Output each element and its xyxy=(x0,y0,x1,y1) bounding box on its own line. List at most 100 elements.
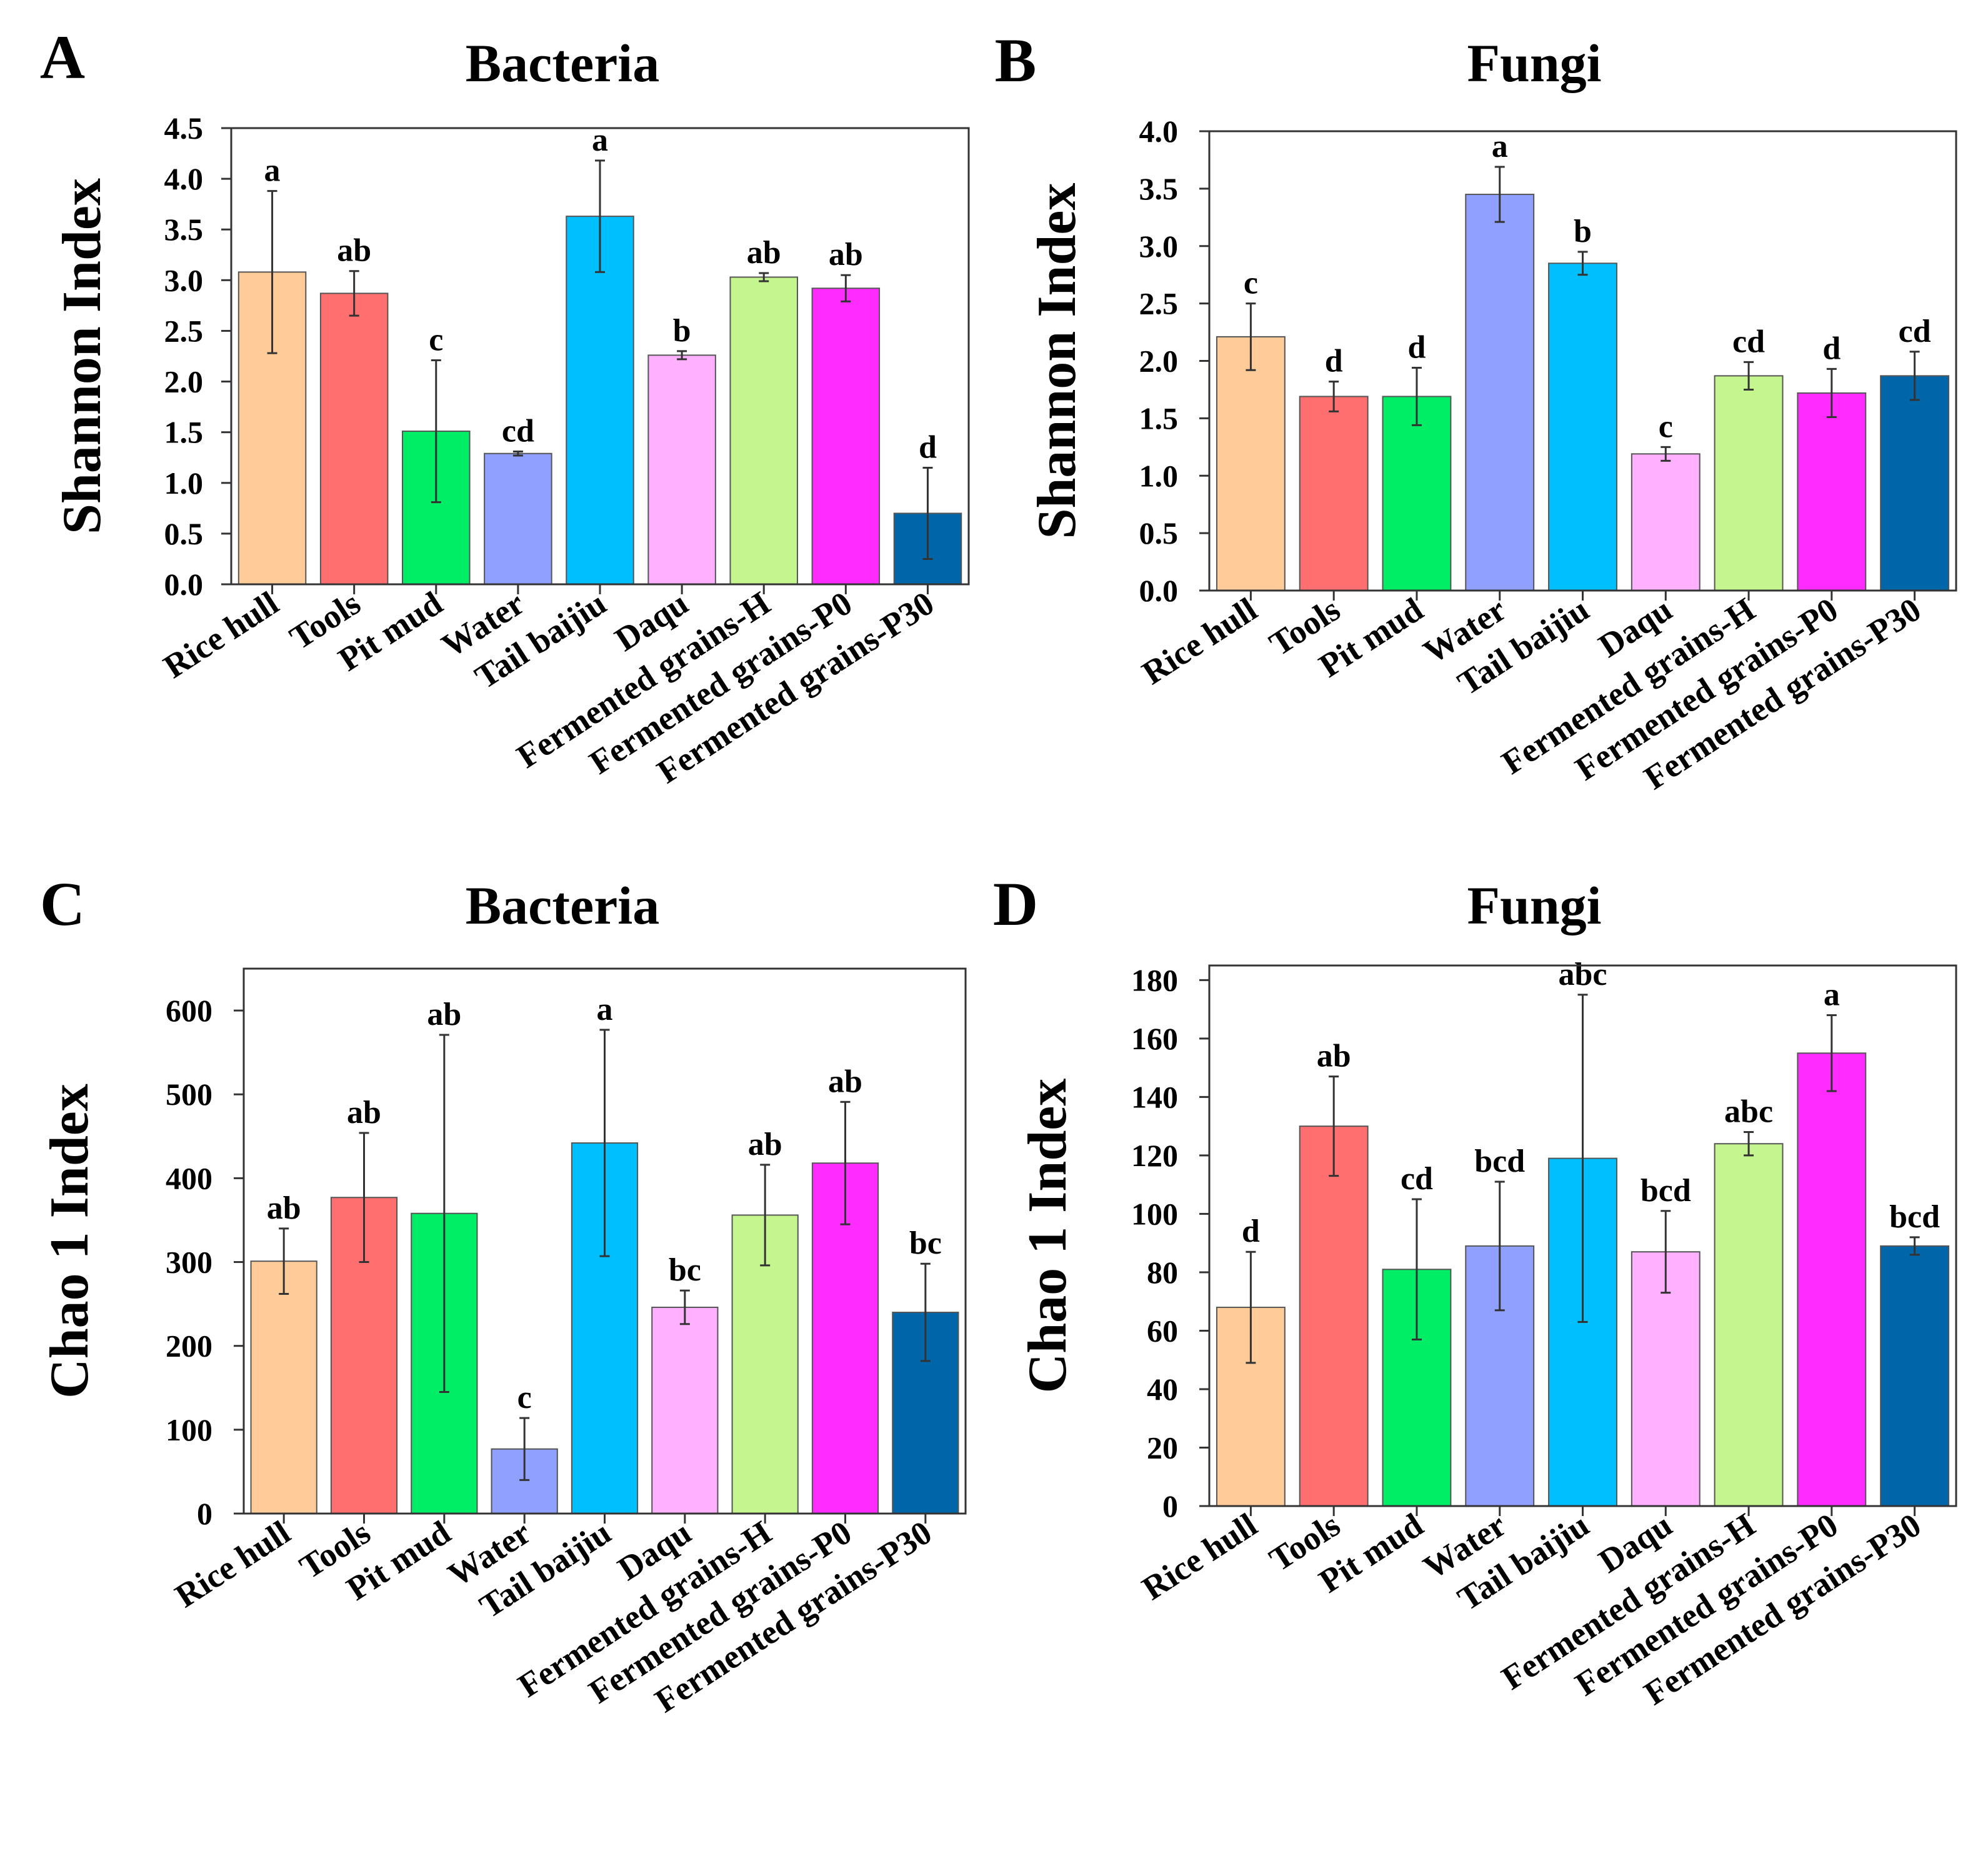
x-category-label: Rice hull xyxy=(1136,1506,1264,1607)
significance-label: ab xyxy=(828,1064,862,1099)
significance-label: bcd xyxy=(1889,1199,1940,1235)
y-tick-label: 0.0 xyxy=(164,567,204,602)
significance-label: d xyxy=(1325,344,1343,379)
y-axis-label: Shannon Index xyxy=(52,178,112,534)
bar-rice-hull xyxy=(1216,336,1286,591)
bar-fermented-grains-p0 xyxy=(1797,1052,1867,1507)
chart-panel-d: D Fungi Chao 1 Index 0 20 40 60 80 100 120 140 160 1… xyxy=(993,869,1957,1712)
y-tick-label: 1.0 xyxy=(1139,458,1179,493)
significance-label: ab xyxy=(1317,1039,1351,1074)
y-axis-label: Chao 1 Index xyxy=(39,1084,100,1399)
y-tick-label: 160 xyxy=(1131,1021,1178,1056)
y-tick-label: 4.0 xyxy=(164,161,204,196)
y-tick-label: 3.0 xyxy=(1139,229,1179,264)
chart-panel-b: B Fungi Shannon Index 0.0 0.5 1.0 1.5 2.0 2.5 3.0… xyxy=(995,26,1957,797)
y-tick-label: 400 xyxy=(166,1160,212,1195)
bar-tools xyxy=(319,292,389,585)
y-tick-label: 1.5 xyxy=(164,415,204,450)
significance-label: c xyxy=(517,1380,532,1415)
y-tick-label: 0.0 xyxy=(1139,573,1179,608)
y-tick-label: 2.5 xyxy=(164,313,204,348)
significance-label: c xyxy=(1659,409,1673,444)
bar-water xyxy=(484,452,552,585)
bar-water xyxy=(1465,194,1535,591)
significance-label: abc xyxy=(1559,957,1607,992)
bar-daqu xyxy=(1631,453,1701,592)
bar-daqu xyxy=(651,1306,719,1514)
significance-label: cd xyxy=(502,413,534,449)
y-tick-label: 80 xyxy=(1147,1255,1178,1290)
chart-title: Bacteria xyxy=(466,33,659,93)
chart-title: Bacteria xyxy=(466,876,659,935)
significance-label: b xyxy=(1574,214,1592,249)
chart-title: Fungi xyxy=(1467,876,1601,935)
y-tick-label: 0 xyxy=(1162,1489,1178,1524)
bar-daqu xyxy=(647,354,716,586)
significance-label: a xyxy=(1824,977,1840,1012)
significance-label: bc xyxy=(669,1252,701,1288)
significance-label: a xyxy=(264,153,281,189)
panel-letter: A xyxy=(40,22,85,92)
significance-label: ab xyxy=(337,233,371,269)
y-tick-label: 200 xyxy=(166,1329,212,1364)
bar-daqu xyxy=(1631,1251,1701,1507)
significance-label: d xyxy=(1242,1214,1260,1249)
chart-title: Fungi xyxy=(1467,33,1601,93)
y-tick-label: 3.5 xyxy=(1139,171,1179,206)
panel-letter: B xyxy=(995,26,1037,95)
bar-fermented-grains-p30 xyxy=(1880,1245,1950,1507)
y-tick-label: 2.0 xyxy=(1139,344,1179,379)
y-tick-label: 0.5 xyxy=(164,516,204,551)
y-tick-label: 500 xyxy=(166,1077,212,1112)
significance-label: a xyxy=(597,992,613,1027)
bar-tools xyxy=(1299,396,1369,592)
significance-label: bcd xyxy=(1641,1173,1691,1209)
bar-rice-hull xyxy=(250,1260,317,1514)
bar-tools xyxy=(1299,1125,1369,1507)
significance-label: abc xyxy=(1724,1094,1773,1130)
y-tick-label: 100 xyxy=(1131,1196,1178,1231)
significance-label: c xyxy=(1244,266,1258,301)
significance-label: cd xyxy=(1401,1161,1433,1197)
significance-label: cd xyxy=(1899,314,1931,349)
y-tick-label: 20 xyxy=(1147,1430,1178,1465)
y-tick-label: 4.5 xyxy=(164,111,204,146)
bar-fermented-grains-p0 xyxy=(811,287,881,585)
plot-frame xyxy=(1208,130,1957,592)
plot-frame xyxy=(230,127,970,586)
significance-label: cd xyxy=(1732,324,1765,359)
plot-frame xyxy=(1208,964,1957,1507)
bar-fermented-grains-h xyxy=(1714,1143,1784,1507)
panel-letter: C xyxy=(40,869,85,939)
y-tick-label: 180 xyxy=(1131,962,1178,997)
bar-tail-baijiu xyxy=(1548,262,1617,591)
y-tick-label: 60 xyxy=(1147,1313,1178,1348)
y-tick-label: 3.0 xyxy=(164,262,204,297)
bar-fermented-grains-h xyxy=(1714,375,1784,591)
y-tick-label: 40 xyxy=(1147,1372,1178,1407)
bar-fermented-grains-h xyxy=(729,276,798,585)
significance-label: bcd xyxy=(1474,1144,1525,1179)
significance-label: a xyxy=(1492,129,1508,164)
y-tick-label: 120 xyxy=(1131,1138,1178,1173)
significance-label: ab xyxy=(347,1095,381,1130)
significance-label: ab xyxy=(748,1127,782,1162)
significance-label: d xyxy=(1822,331,1841,366)
significance-label: ab xyxy=(747,235,781,271)
y-axis-label: Chao 1 Index xyxy=(1017,1079,1078,1394)
y-tick-label: 3.5 xyxy=(164,212,204,247)
chart-panel-a: A Bacteria Shannon Index 0.0 0.5 1.0 1.5 2.0 2.5… xyxy=(40,22,970,791)
y-tick-label: 100 xyxy=(166,1412,212,1447)
y-tick-label: 0 xyxy=(197,1496,212,1531)
panel-letter: D xyxy=(993,869,1038,939)
significance-label: c xyxy=(429,322,443,357)
y-tick-label: 2.0 xyxy=(164,364,204,399)
y-tick-label: 600 xyxy=(166,993,212,1028)
bar-pit-mud xyxy=(1382,396,1452,592)
significance-label: b xyxy=(673,313,691,349)
significance-label: d xyxy=(1407,330,1426,366)
x-category-label: Rice hull xyxy=(169,1514,297,1615)
significance-label: ab xyxy=(267,1190,301,1226)
y-tick-label: 140 xyxy=(1131,1079,1178,1114)
